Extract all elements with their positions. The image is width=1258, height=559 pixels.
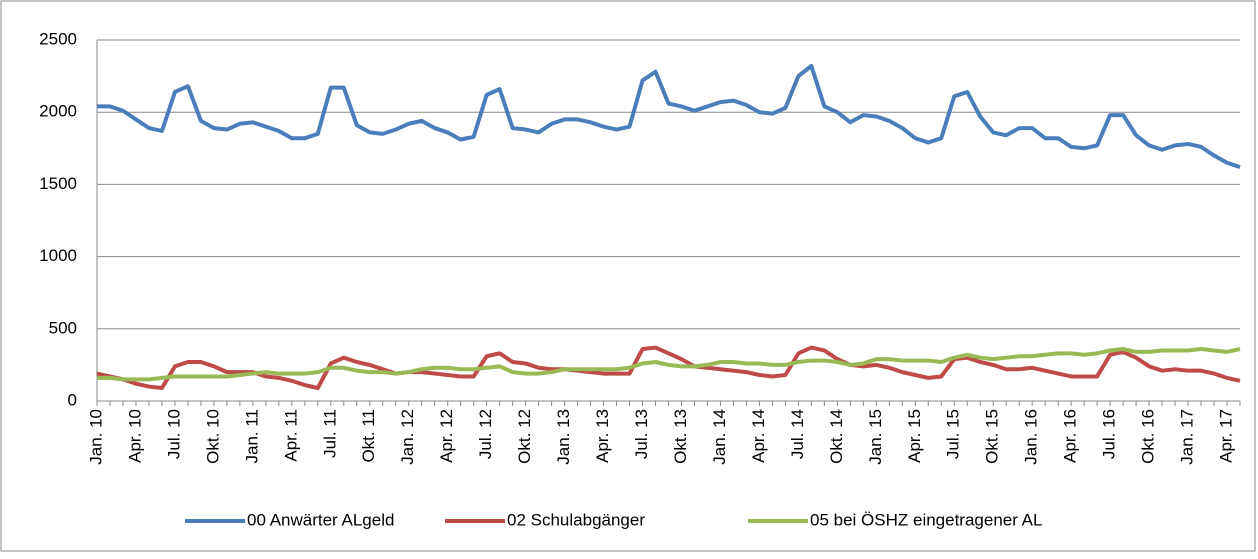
x-tick-label: Jan. 10 [86,409,105,465]
y-tick-label: 500 [49,318,77,337]
x-tick-label: Jan. 14 [710,409,729,465]
x-tick-label: Apr. 11 [281,409,300,462]
legend-label: 00 Anwärter ALgeld [247,510,394,529]
data-line [97,347,1241,382]
x-tick-label: Apr. 17 [1216,409,1235,463]
x-tick-label: Apr. 15 [905,409,924,463]
data-line [96,345,1241,391]
x-tick-label: Jan. 17 [1178,409,1197,465]
x-tick-label: Jul. 16 [1100,409,1119,459]
data-line [97,63,1241,169]
x-tick-label: Jan. 11 [242,409,261,464]
x-tick-label: Jul. 15 [944,409,963,459]
x-tick-label: Apr. 16 [1061,409,1080,463]
x-tick-label: Apr. 10 [125,409,144,463]
x-tick-label: Okt. 14 [827,409,846,464]
x-tick-label: Jul. 12 [476,409,495,459]
legend-label: 05 bei ÖSHZ eingetragener AL [810,510,1042,529]
x-tick-label: Jul. 14 [788,409,807,459]
x-tick-label: Jan. 13 [554,409,573,465]
x-tick-label: Jan. 15 [866,409,885,465]
y-tick-label: 1000 [39,246,77,265]
y-tick-label: 0 [68,390,77,409]
x-tick-label: Okt. 12 [515,409,534,464]
x-tick-label: Jul. 13 [632,409,651,459]
x-tick-label: Okt. 11 [359,409,378,463]
x-tick-label: Apr. 13 [593,409,612,463]
y-tick-label: 2000 [39,102,77,121]
x-tick-label: Okt. 16 [1139,409,1158,464]
x-tick-label: Okt. 15 [983,409,1002,464]
x-tick-label: Jan. 12 [398,409,417,465]
x-tick-label: Apr. 12 [437,409,456,463]
x-tick-label: Jan. 16 [1022,409,1041,465]
x-tick-label: Okt. 13 [671,409,690,464]
x-tick-label: Apr. 14 [749,409,768,463]
x-tick-label: Okt. 10 [203,409,222,464]
x-tick-label: Jul. 10 [164,409,183,459]
x-tick-label: Jul. 11 [320,409,339,458]
y-tick-label: 2500 [39,29,77,48]
y-tick-label: 1500 [39,174,77,193]
legend-label: 02 Schulabgänger [507,510,645,529]
